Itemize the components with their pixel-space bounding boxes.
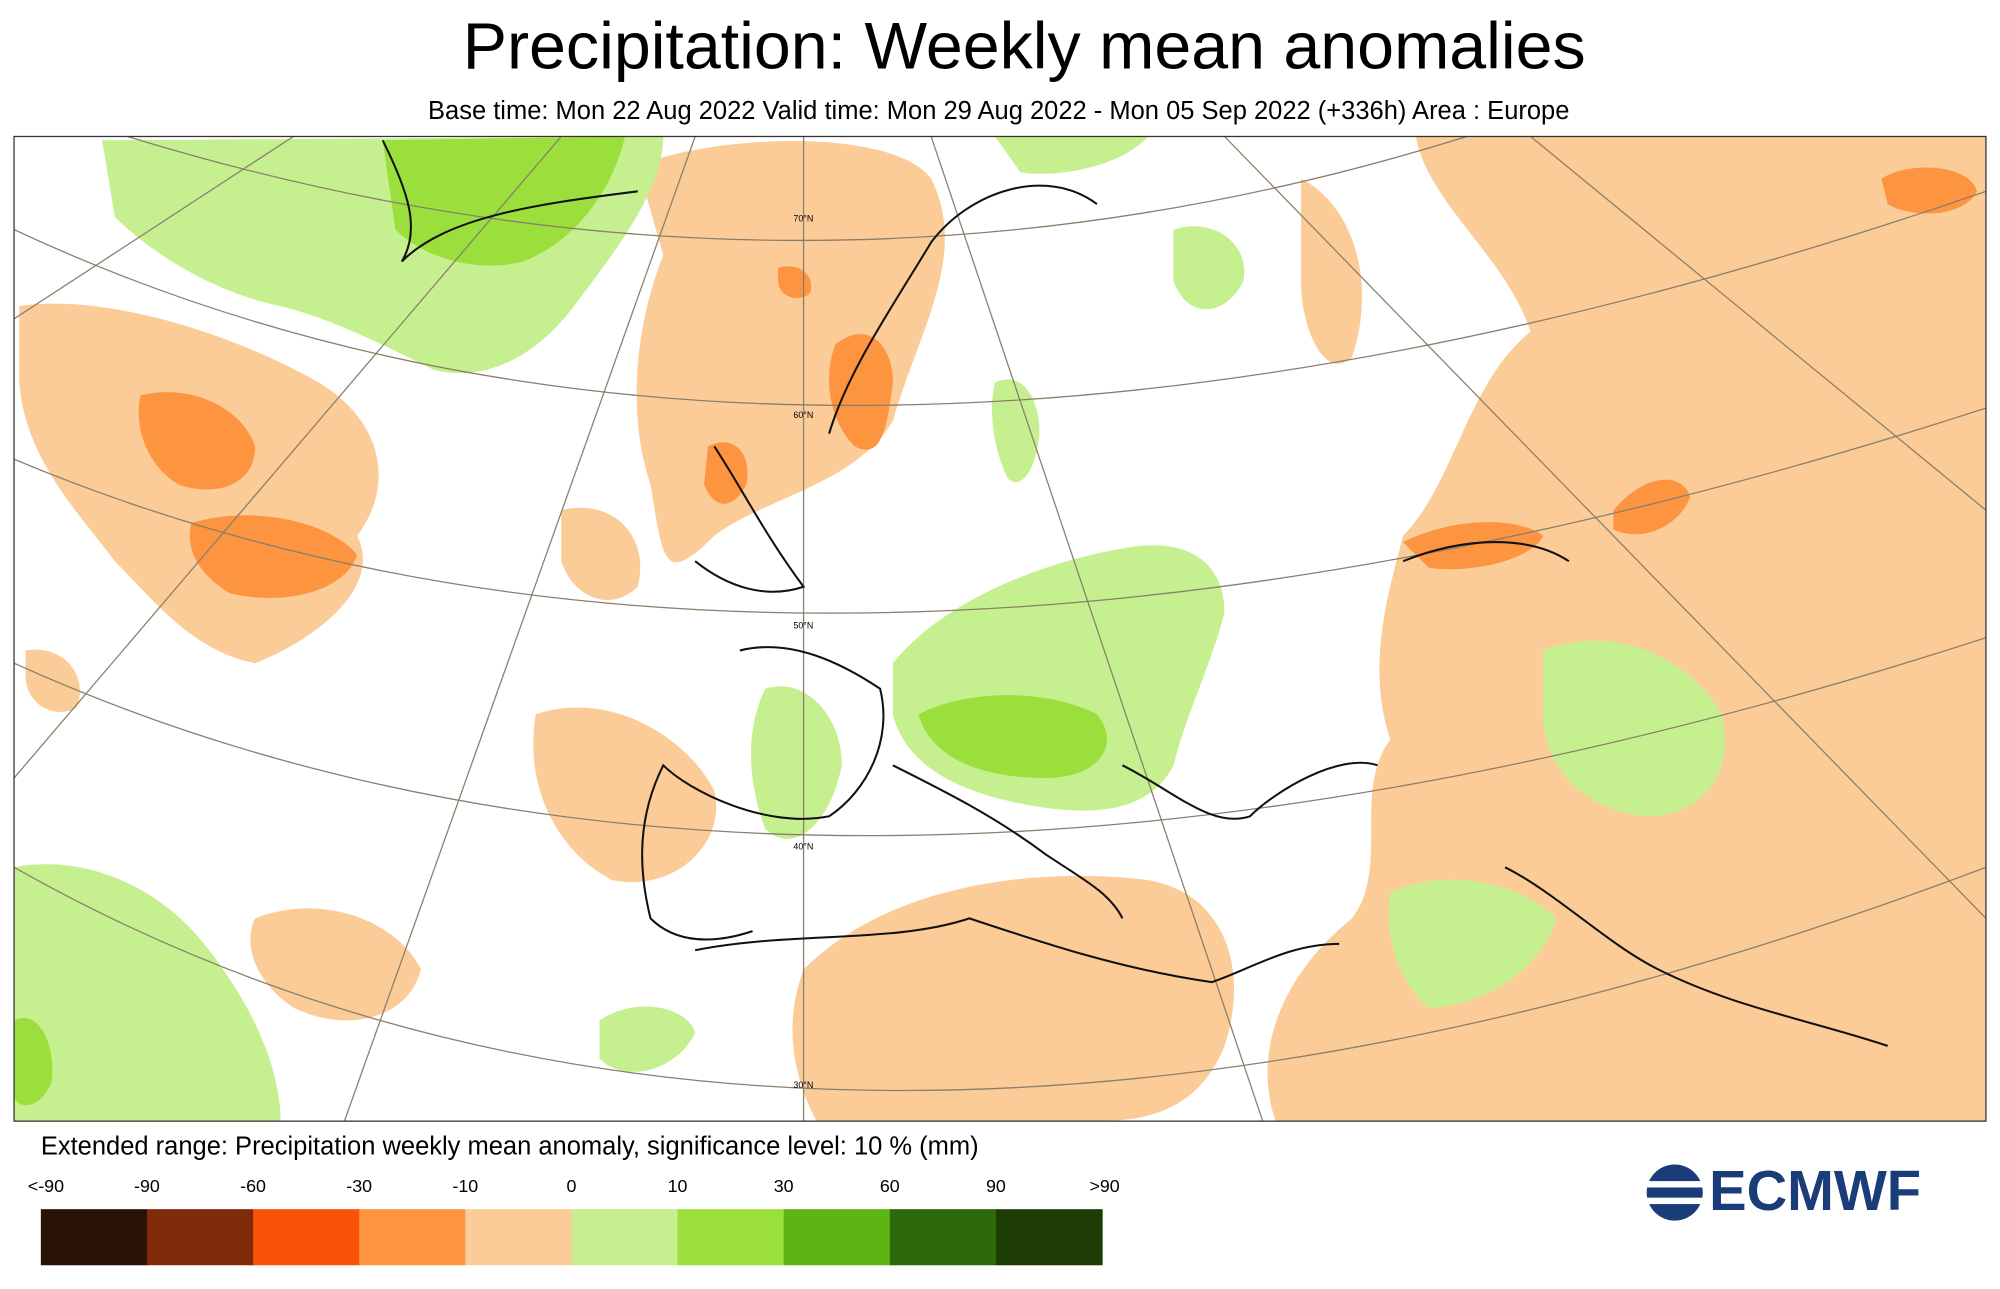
legend-title: Extended range: Precipitation weekly mea…	[41, 1133, 979, 1161]
graticule	[14, 136, 1986, 1122]
legend-swatch	[783, 1209, 891, 1266]
legend-label: 0	[566, 1176, 576, 1196]
strong-dry-anomaly-area	[138, 167, 1978, 598]
legend-swatch	[995, 1209, 1103, 1266]
coastline	[381, 139, 1889, 1047]
legend-label: 90	[986, 1176, 1006, 1196]
legend-swatch	[465, 1209, 573, 1266]
lat-label: 60°N	[793, 410, 813, 420]
legend-label: >90	[1089, 1176, 1119, 1196]
dry-anomaly-area	[19, 136, 1986, 1122]
lat-label: 30°N	[793, 1080, 813, 1090]
legend-label: -60	[240, 1176, 266, 1196]
logo-text: ECMWF	[1709, 1159, 1921, 1222]
legend-label: 10	[668, 1176, 688, 1196]
legend-swatch	[889, 1209, 997, 1266]
lat-label: 40°N	[793, 841, 813, 851]
legend-swatch	[146, 1209, 254, 1266]
legend-swatch	[40, 1209, 148, 1266]
legend-label: -10	[452, 1176, 478, 1196]
lat-label: 50°N	[793, 621, 813, 631]
legend-swatch	[253, 1209, 360, 1266]
legend-label: 60	[880, 1176, 900, 1196]
legend-swatch	[359, 1209, 466, 1266]
legend: <-90 -90 -60 -30 -10 0 10 30 60 90 >90	[28, 1176, 1120, 1266]
legend-label: 30	[774, 1176, 794, 1196]
legend-swatch	[571, 1209, 679, 1266]
subtitle: Base time: Mon 22 Aug 2022 Valid time: M…	[428, 97, 1569, 125]
lat-label: 70°N	[793, 214, 813, 224]
logo: ECMWF	[1637, 1159, 1921, 1222]
map-frame	[13, 135, 1987, 1122]
map: 70°N 60°N 50°N 40°N 30°N	[14, 136, 1986, 1122]
legend-label: -30	[346, 1176, 372, 1196]
title: Precipitation: Weekly mean anomalies	[463, 10, 1586, 84]
legend-label: -90	[134, 1176, 160, 1196]
legend-label: <-90	[28, 1176, 64, 1196]
legend-swatch	[677, 1209, 785, 1266]
lat-labels: 70°N 60°N 50°N 40°N 30°N	[793, 214, 813, 1090]
